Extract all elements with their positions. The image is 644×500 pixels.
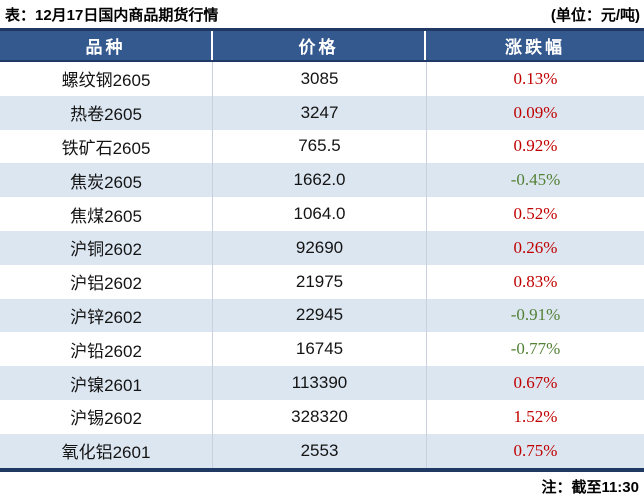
price-cell: 3085: [213, 62, 427, 96]
table-row: 螺纹钢2605 3085 0.13%: [0, 62, 644, 96]
change-cell: 0.67%: [513, 373, 558, 393]
change-cell: 0.83%: [513, 271, 558, 291]
price-cell: 765.5: [213, 129, 427, 164]
table-row: 热卷2605 3247 0.09%: [0, 95, 644, 130]
futures-table: 品种 价格 涨跌幅 螺纹钢2605 3085 0.13% 热卷2605 3247 0.09…: [0, 28, 644, 472]
price-cell: 22945: [213, 298, 427, 333]
price-cell: 328320: [213, 399, 427, 434]
change-cell: 0.52%: [513, 204, 558, 224]
change-cell: 0.75%: [513, 440, 558, 460]
table-row: 沪锡2602 328320 1.52%: [0, 399, 644, 434]
change-cell: 0.92%: [513, 136, 558, 156]
variety-cell: 热卷2605: [0, 95, 213, 130]
table-row: 沪锌2602 22945 -0.91%: [0, 298, 644, 333]
price-cell: 1064.0: [213, 197, 427, 231]
table-header-row: 品种 价格 涨跌幅: [0, 31, 644, 62]
table-row: 焦炭2605 1662.0 -0.45%: [0, 163, 644, 198]
table-row: 沪铝2602 21975 0.83%: [0, 264, 644, 299]
column-header-change: 涨跌幅: [505, 38, 565, 57]
change-cell: 0.09%: [513, 102, 558, 122]
change-cell: -0.91%: [510, 305, 561, 325]
variety-cell: 铁矿石2605: [0, 129, 213, 164]
price-cell: 16745: [213, 332, 427, 367]
column-header-price: 价格: [213, 31, 426, 60]
variety-cell: 沪锡2602: [0, 399, 213, 434]
variety-cell: 螺纹钢2605: [0, 62, 213, 96]
variety-cell: 焦炭2605: [0, 163, 213, 198]
title-bar: 表：12月17日国内商品期货行情 (单位：元/吨): [0, 0, 644, 28]
column-header-variety: 品种: [0, 31, 213, 60]
table-row: 铁矿石2605 765.5 0.92%: [0, 129, 644, 164]
variety-cell: 氧化铝2601: [0, 433, 213, 468]
change-cell: -0.77%: [510, 339, 561, 359]
variety-cell: 沪铝2602: [0, 264, 213, 299]
table-body: 螺纹钢2605 3085 0.13% 热卷2605 3247 0.09% 铁矿石2605 76…: [0, 62, 644, 468]
price-cell: 2553: [213, 433, 427, 468]
page-title: 表：12月17日国内商品期货行情: [5, 6, 219, 24]
table-row: 氧化铝2601 2553 0.75%: [0, 433, 644, 468]
variety-cell: 焦煤2605: [0, 197, 213, 231]
unit-label: (单位：元/吨): [550, 6, 640, 24]
footer-bar: 注：截至11:30: [0, 472, 644, 500]
price-cell: 3247: [213, 95, 427, 130]
price-cell: 113390: [213, 366, 427, 400]
variety-cell: 沪锌2602: [0, 298, 213, 333]
change-cell: 0.13%: [513, 68, 558, 88]
footnote: 注：截至11:30: [541, 479, 639, 497]
price-cell: 92690: [213, 230, 427, 265]
table-row: 沪镍2601 113390 0.67%: [0, 366, 644, 400]
price-cell: 21975: [213, 264, 427, 299]
price-cell: 1662.0: [213, 163, 427, 198]
change-cell: 1.52%: [513, 406, 558, 426]
change-cell: -0.45%: [510, 170, 561, 190]
variety-cell: 沪铜2602: [0, 230, 213, 265]
variety-cell: 沪镍2601: [0, 366, 213, 400]
variety-cell: 沪铅2602: [0, 332, 213, 367]
change-cell: 0.26%: [513, 237, 558, 257]
table-row: 焦煤2605 1064.0 0.52%: [0, 197, 644, 231]
table-row: 沪铅2602 16745 -0.77%: [0, 332, 644, 367]
table-row: 沪铜2602 92690 0.26%: [0, 230, 644, 265]
